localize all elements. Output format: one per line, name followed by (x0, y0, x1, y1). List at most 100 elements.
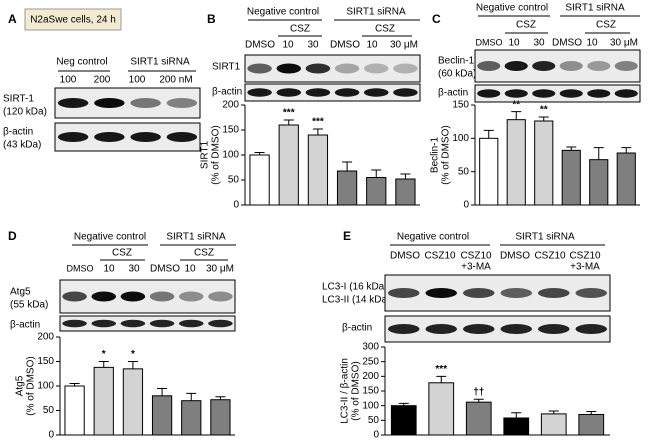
blot-band (538, 288, 570, 298)
error-bar (342, 161, 353, 171)
error-bar (371, 169, 382, 178)
group-label: SIRT1 siRNA (565, 3, 625, 14)
blot-band (208, 319, 233, 328)
lane-label: 10 (103, 264, 115, 275)
title-box (24, 8, 122, 31)
blot-band (364, 63, 389, 74)
panel-letter: B (207, 12, 216, 26)
blot-label: Atg5 (10, 287, 31, 298)
significance-label: * (131, 349, 135, 360)
y-axis-label: Atg5 (15, 375, 26, 396)
y-axis-label: Beclin-1 (430, 137, 441, 174)
blot-band (393, 63, 418, 74)
bar (210, 399, 231, 436)
bar (249, 154, 270, 206)
blot-band (504, 89, 528, 98)
blot-band (247, 63, 272, 74)
error-bar (400, 173, 411, 179)
blot-band (559, 89, 583, 98)
group-label: Negative control (397, 232, 469, 243)
bar (540, 413, 567, 436)
lane-label: DMSO (390, 251, 420, 262)
blot-band (575, 324, 607, 334)
blot-band (538, 324, 570, 334)
panel-title: N2aSwe cells, 24 h (30, 15, 116, 26)
y-tick-label: 100 (452, 133, 469, 144)
treatment-label: CSZ (194, 248, 214, 259)
error-bar (621, 147, 632, 153)
group-label: Negative control (476, 3, 548, 14)
panel-letter: A (8, 12, 17, 26)
group-label: SIRT1 siRNA (515, 232, 575, 243)
error-bar (127, 361, 138, 369)
lane-label: 30 μM (390, 40, 418, 51)
blot-band (120, 319, 146, 328)
blot-band (587, 89, 611, 98)
bar (278, 124, 299, 206)
lane-label: 30 μM (610, 38, 638, 49)
blot-label: LC3-II (14 kDa) (322, 295, 390, 306)
lane-label: 200 (94, 75, 111, 86)
blot-band (62, 319, 87, 328)
treatment-label: CSZ (596, 20, 616, 31)
blot-band (247, 88, 272, 97)
y-tick-label: 250 (362, 356, 379, 367)
treatment-label: CSZ (375, 24, 395, 35)
blot-label: β-actin (3, 127, 33, 138)
lane-label: CSZ10 (460, 251, 492, 262)
group-label: SIRT1 siRNA (166, 232, 226, 243)
lane-label: 10 (586, 38, 598, 49)
error-bar (186, 392, 197, 401)
blot (244, 54, 421, 83)
bar (390, 405, 417, 436)
significance-label: ** (512, 99, 520, 110)
error-bar (98, 361, 109, 368)
lane-label: 10 (184, 264, 196, 275)
blot-band (388, 324, 420, 334)
treatment-label: CSZ (290, 24, 310, 35)
blot-band (477, 89, 501, 98)
blot-band (62, 291, 87, 302)
blot-band (91, 319, 116, 328)
blot-band (334, 63, 360, 74)
lane-label: 30 (533, 38, 545, 49)
blot-band (425, 288, 457, 298)
y-tick-label: 200 (222, 100, 239, 111)
lane-note: +3-MA (570, 262, 600, 273)
treatment-label: CSZ (516, 20, 536, 31)
blot-band (614, 61, 638, 71)
bar (589, 159, 609, 206)
bar (122, 368, 144, 436)
blot-band (149, 319, 175, 328)
y-tick-label: 50 (228, 175, 240, 186)
y-tick-label: 0 (373, 430, 379, 441)
error-bar (538, 116, 549, 121)
blot-band (388, 288, 420, 298)
blot-label: LC3-I (16 kDa) (322, 282, 388, 293)
blot-band (91, 291, 116, 302)
blot-band (614, 89, 638, 98)
error-bar (283, 119, 294, 125)
panel-letter: D (8, 229, 17, 243)
blot-band (500, 324, 532, 334)
lane-note: +3-MA (461, 262, 491, 273)
blot-label: SIRT-1 (3, 94, 34, 105)
bar (395, 178, 416, 206)
significance-label: †† (473, 387, 484, 398)
blot (474, 49, 641, 83)
bar (64, 385, 85, 436)
blot-band (477, 61, 501, 71)
lane-label: 30 (307, 40, 319, 51)
blot-band (575, 288, 607, 298)
y-tick-label: 150 (222, 125, 239, 136)
error-bar (483, 129, 494, 139)
y-tick-label: 100 (362, 400, 379, 411)
error-bar (511, 111, 522, 120)
bar (534, 120, 554, 206)
treatment-label: CSZ (112, 248, 132, 259)
lane-label: DMSO (552, 38, 582, 49)
bar (506, 119, 526, 206)
blot-band (393, 88, 418, 97)
blot-band (130, 98, 161, 108)
